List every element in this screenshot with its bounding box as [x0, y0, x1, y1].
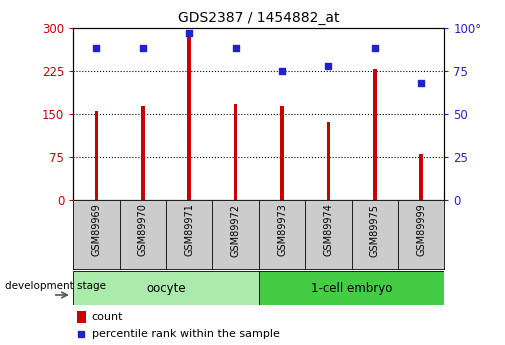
- Text: development stage: development stage: [5, 282, 106, 291]
- Point: [92, 46, 100, 51]
- Point: [185, 30, 193, 36]
- Text: GSM89973: GSM89973: [277, 204, 287, 256]
- Text: GSM89999: GSM89999: [416, 204, 426, 256]
- Point: [417, 80, 425, 86]
- Point: [139, 46, 147, 51]
- Text: 1-cell embryo: 1-cell embryo: [311, 282, 392, 295]
- Text: GSM89969: GSM89969: [91, 204, 102, 256]
- Bar: [187, 30, 191, 200]
- Text: GSM89970: GSM89970: [138, 204, 148, 256]
- Bar: [94, 111, 98, 200]
- Point: [278, 68, 286, 73]
- Bar: [73, 271, 259, 305]
- Text: oocyte: oocyte: [146, 282, 186, 295]
- Bar: [77, 310, 86, 323]
- Point: [371, 46, 379, 51]
- Bar: [259, 271, 444, 305]
- Text: GSM89975: GSM89975: [370, 204, 380, 257]
- Point: [232, 46, 240, 51]
- Bar: [234, 104, 237, 200]
- Point: [324, 63, 332, 68]
- Bar: [327, 122, 330, 200]
- Text: percentile rank within the sample: percentile rank within the sample: [92, 329, 280, 339]
- Text: count: count: [92, 312, 123, 322]
- Bar: [419, 154, 423, 200]
- Text: GSM89974: GSM89974: [323, 204, 333, 256]
- Bar: [141, 106, 144, 200]
- Text: GSM89972: GSM89972: [231, 204, 240, 257]
- Title: GDS2387 / 1454882_at: GDS2387 / 1454882_at: [178, 11, 339, 25]
- Bar: [280, 106, 284, 200]
- Text: GSM89971: GSM89971: [184, 204, 194, 256]
- Bar: [373, 69, 377, 200]
